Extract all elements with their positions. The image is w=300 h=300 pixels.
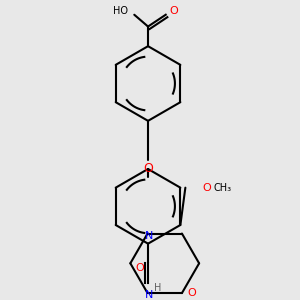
Text: O: O [202, 183, 211, 193]
Text: O: O [143, 163, 153, 176]
Text: O: O [188, 288, 196, 298]
Text: O: O [169, 6, 178, 16]
Text: HO: HO [113, 6, 128, 16]
Text: O: O [136, 263, 145, 273]
Text: CH₃: CH₃ [214, 183, 232, 193]
Text: N: N [145, 230, 154, 241]
Text: N: N [145, 290, 154, 300]
Text: H: H [154, 283, 161, 293]
